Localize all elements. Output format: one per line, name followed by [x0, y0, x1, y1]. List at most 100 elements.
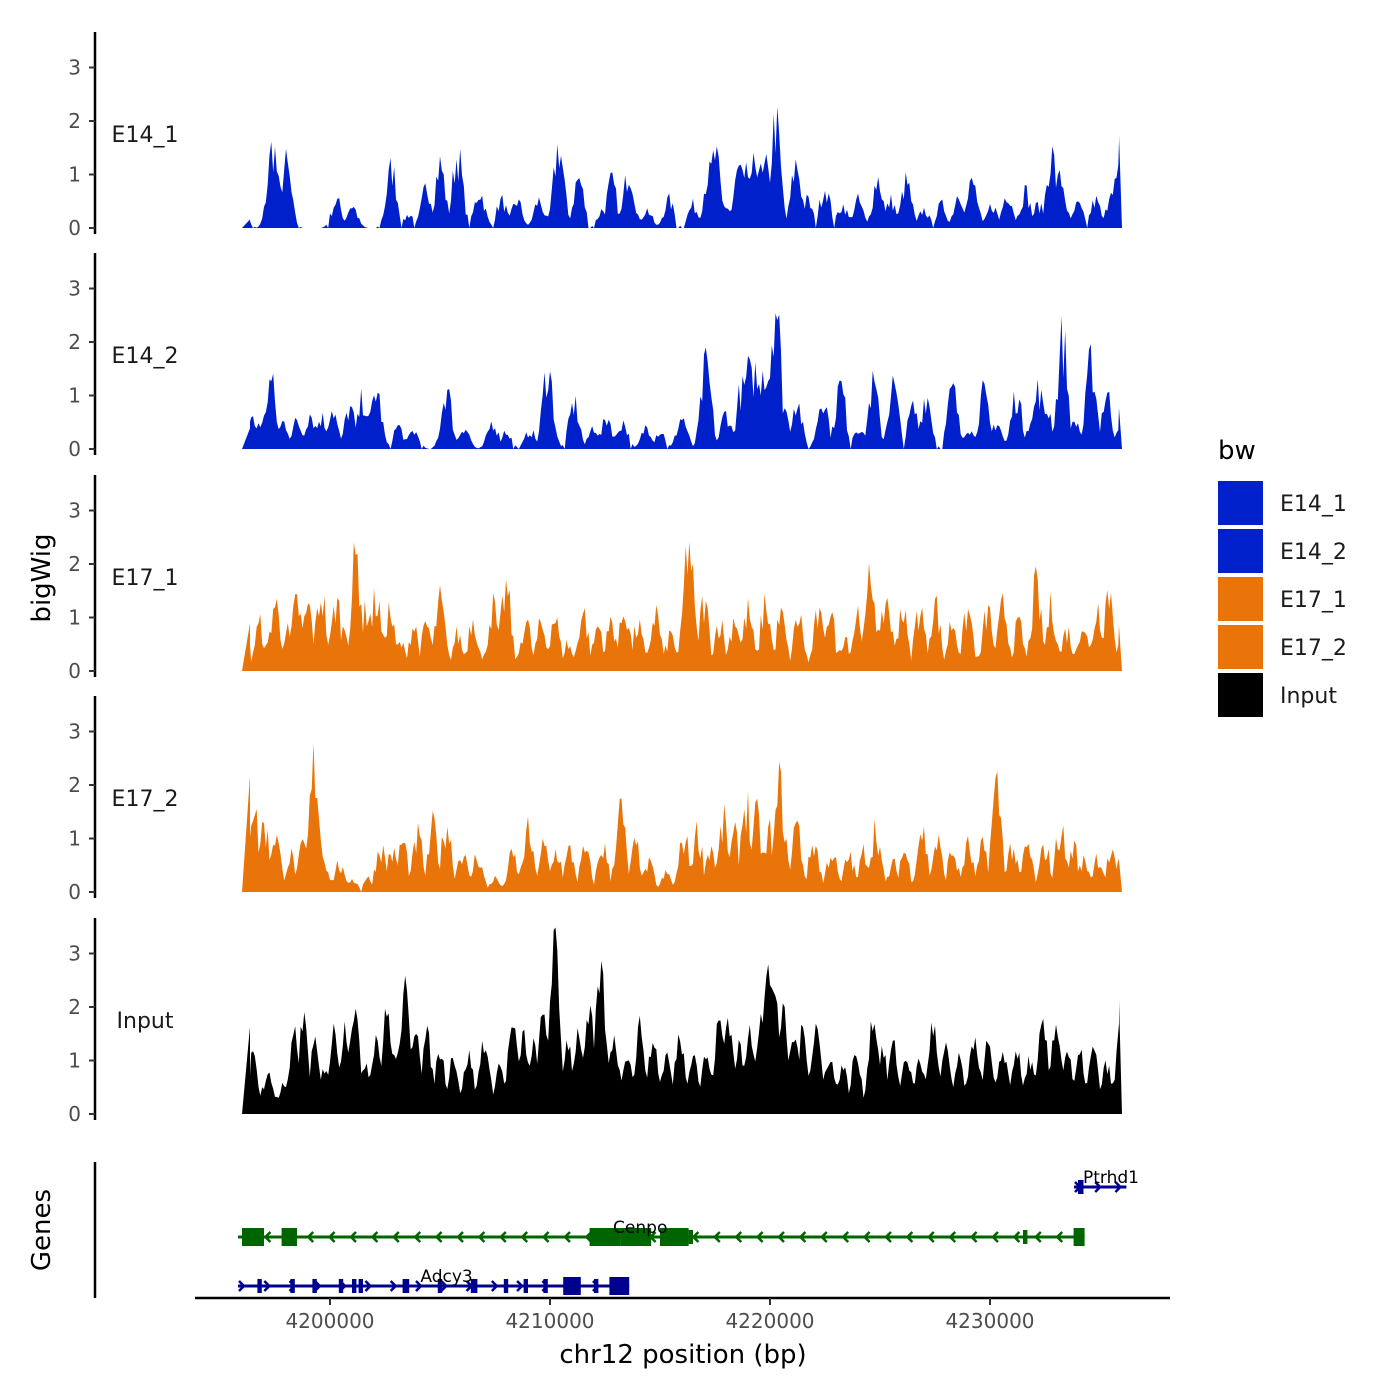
strand-arrow [820, 1231, 828, 1243]
legend-key-e17-2 [1218, 625, 1263, 669]
legend-key-e17-1 [1218, 577, 1263, 621]
strand-arrow [969, 1231, 978, 1243]
strand-arrow [862, 1231, 871, 1243]
gene-exon [503, 1279, 509, 1293]
gene-exon [523, 1279, 528, 1293]
y-tick-label: 1 [68, 1049, 81, 1073]
legend-label: E17_2 [1280, 636, 1347, 661]
strand-arrow [905, 1231, 914, 1243]
strand-arrow [349, 1231, 357, 1243]
track-label: E14_1 [112, 123, 179, 148]
signal-area-input [242, 927, 1122, 1114]
gene-exon [1073, 1228, 1085, 1246]
y-axis-title: bigWig [27, 533, 57, 622]
signal-area-e17-2 [242, 742, 1122, 892]
gene-exon [338, 1279, 344, 1293]
strand-arrow [499, 1231, 507, 1243]
strand-arrow [415, 1280, 423, 1292]
track-e17-1: 0 1 2 3 E17_1 [68, 475, 1122, 683]
gene-exon [1078, 1180, 1084, 1194]
strand-arrow [263, 1231, 272, 1243]
strand-arrow [477, 1231, 486, 1243]
strand-arrow [440, 1280, 449, 1292]
track-panels: 0 1 2 3 E14_1 0 1 2 3 E14_2 0 1 2 3 E17_1 0 1 2 3 E17_2 0 1 2 3… [68, 32, 1122, 1126]
gene-label-cenpo: Cenpo [613, 1218, 667, 1238]
y-tick-label: 1 [68, 606, 81, 630]
strand-arrow [306, 1231, 315, 1243]
strand-arrow [413, 1231, 422, 1243]
strand-arrow [927, 1231, 935, 1243]
y-tick-label: 2 [68, 109, 81, 133]
gene-ptprd1: Ptrhd1 [1074, 1168, 1139, 1194]
gene-exon [620, 1228, 652, 1246]
x-tick-label: 4230000 [945, 1309, 1034, 1333]
strand-arrow [389, 1280, 398, 1292]
strand-arrow [541, 1231, 550, 1243]
strand-arrow [841, 1231, 850, 1243]
legend-label: Input [1280, 684, 1337, 709]
strand-arrow [755, 1231, 764, 1243]
legend-label: E14_2 [1280, 540, 1347, 565]
strand-arrow [1034, 1231, 1042, 1243]
gene-exon [589, 1228, 621, 1246]
legend-label: E17_1 [1280, 588, 1347, 613]
x-axis-title: chr12 position (bp) [559, 1340, 806, 1370]
y-tick-label: 3 [68, 942, 81, 966]
strand-arrow [1114, 1181, 1123, 1193]
gene-label-ptprd1: Ptrhd1 [1083, 1168, 1139, 1188]
gene-exon [358, 1279, 363, 1293]
signal-area-e14-1 [242, 106, 1122, 228]
strand-arrow [364, 1280, 373, 1292]
genes-track-title: Genes [27, 1189, 57, 1271]
strand-arrow [263, 1280, 272, 1292]
y-tick-label: 2 [68, 773, 81, 797]
track-e14-2: 0 1 2 3 E14_2 [68, 253, 1122, 461]
y-tick-label: 1 [68, 384, 81, 408]
gene-exon [242, 1228, 264, 1246]
gene-exon [402, 1279, 410, 1293]
strand-arrow [798, 1231, 807, 1243]
x-tick-label: 4200000 [285, 1309, 374, 1333]
legend-key-e14-2 [1218, 529, 1263, 573]
strand-arrow [713, 1231, 721, 1243]
x-tick-label: 4210000 [505, 1309, 594, 1333]
strand-arrow [1094, 1181, 1102, 1193]
strand-arrow [516, 1280, 524, 1292]
strand-arrow [991, 1231, 999, 1243]
gene-exon [257, 1279, 262, 1293]
legend-key-input [1218, 673, 1263, 717]
signal-area-e14-2 [242, 313, 1122, 449]
strand-arrow [370, 1231, 379, 1243]
y-tick-label: 1 [68, 163, 81, 187]
strand-arrow [563, 1231, 571, 1243]
gene-exon [543, 1279, 548, 1293]
strand-arrow [777, 1231, 785, 1243]
gene-exon [594, 1279, 599, 1293]
y-tick-label: 0 [68, 437, 81, 461]
strand-arrow [948, 1231, 957, 1243]
strand-arrow [392, 1231, 400, 1243]
y-tick-label: 2 [68, 330, 81, 354]
strand-arrow [1055, 1231, 1064, 1243]
strand-arrow [327, 1231, 336, 1243]
track-label: E14_2 [112, 344, 179, 369]
track-label: E17_2 [112, 787, 179, 812]
strand-arrow [490, 1280, 499, 1292]
gene-exon [290, 1279, 295, 1293]
y-tick-label: 1 [68, 827, 81, 851]
x-tick-label: 4220000 [725, 1309, 814, 1333]
gene-exon [470, 1279, 478, 1293]
legend-label: E14_1 [1280, 492, 1347, 517]
strand-arrow [456, 1231, 464, 1243]
y-tick-label: 3 [68, 277, 81, 301]
legend-title: bw [1218, 436, 1256, 466]
x-axis: 4200000 4210000 4220000 4230000 [195, 1296, 1170, 1333]
y-tick-label: 3 [68, 720, 81, 744]
y-tick-label: 2 [68, 552, 81, 576]
gene-cenpo: Cenpo [238, 1218, 1085, 1246]
track-e14-1: 0 1 2 3 E14_1 [68, 32, 1122, 240]
strand-arrow [884, 1231, 892, 1243]
legend-key-e14-1 [1218, 481, 1263, 525]
gene-track: Ptrhd1 Cenpo Adcy3 [93, 1162, 1139, 1298]
